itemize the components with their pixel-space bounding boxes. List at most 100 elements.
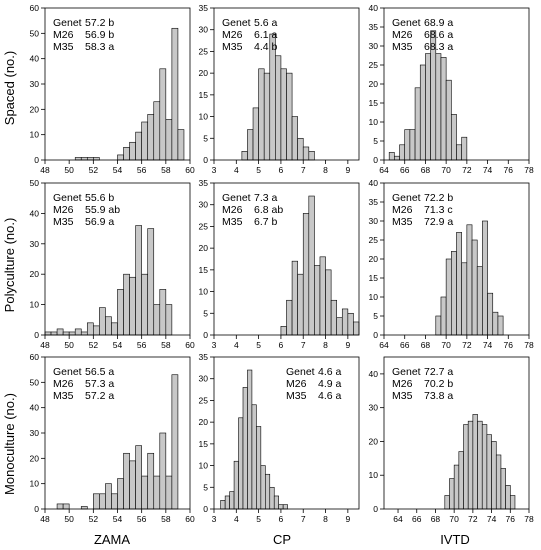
col-label-zama: ZAMA xyxy=(94,532,130,547)
annotation-line: M35 73.8 a xyxy=(392,390,453,402)
annotation-value: 72.9 a xyxy=(424,216,453,228)
y-tick-label: 60 xyxy=(30,3,40,13)
histogram-bar xyxy=(492,311,499,336)
annotation-line: M26 57.3 a xyxy=(53,378,114,390)
y-tick-label: 30 xyxy=(30,428,40,438)
plot-frame xyxy=(213,182,360,336)
histogram-bar xyxy=(482,220,488,336)
x-tick-label: 56 xyxy=(137,165,147,175)
y-tick-label: 0 xyxy=(203,504,208,514)
histogram-bar xyxy=(258,68,265,161)
x-tick-label: 76 xyxy=(504,165,514,175)
annotation-value: 5.6 a xyxy=(254,17,278,29)
histogram-bar xyxy=(99,307,106,336)
histogram-bar xyxy=(129,141,136,161)
histogram-bar xyxy=(425,53,431,161)
histogram-bar xyxy=(256,426,262,510)
x-tick-label: 3 xyxy=(212,514,217,524)
y-tick-label: 0 xyxy=(373,504,378,514)
annotation-value: 6.1 a xyxy=(254,29,278,41)
x-tick-label: 6 xyxy=(279,340,284,350)
histogram-bar xyxy=(491,441,497,510)
row-label-spaced: Spaced (no.) xyxy=(2,51,17,125)
histogram-bar xyxy=(242,387,248,510)
histogram-bar xyxy=(440,296,447,336)
histogram-bar xyxy=(471,239,478,336)
y-tick-label: 40 xyxy=(30,403,40,413)
annotation-value: 6.8 ab xyxy=(254,204,283,216)
annotation-line: M26 70.2 b xyxy=(392,378,453,390)
x-tick-label: 50 xyxy=(64,340,74,350)
histogram-bar xyxy=(220,500,226,510)
annotation-value: 71.3 c xyxy=(424,204,453,216)
y-tick-label: 0 xyxy=(34,504,39,514)
x-tick-label: 4 xyxy=(234,165,239,175)
annotation-label: M35 xyxy=(286,390,307,402)
histogram-bar xyxy=(278,504,284,510)
annotation-line: M26 6.8 ab xyxy=(222,204,283,216)
annotation-label: M26 xyxy=(53,204,74,216)
histogram-bar xyxy=(247,129,254,161)
histogram-bar xyxy=(463,424,469,510)
x-tick-label: 58 xyxy=(161,165,171,175)
histogram-bar xyxy=(269,486,275,510)
histogram-bar xyxy=(509,495,516,510)
annotation-line: Genet 57.2 b xyxy=(53,17,114,29)
y-tick-label: 30 xyxy=(199,25,209,35)
histogram-bar xyxy=(445,79,452,161)
y-tick-label: 20 xyxy=(30,453,40,463)
x-tick-label: 54 xyxy=(113,165,123,175)
annotation-value: 4.4 b xyxy=(254,41,278,53)
histogram-bar xyxy=(74,328,82,336)
x-tick-label: 6 xyxy=(279,165,284,175)
row-label-polyculture: Polyculture (no.) xyxy=(2,218,17,313)
annotation-label: M26 xyxy=(392,204,413,216)
histogram-bar xyxy=(461,262,468,336)
annotation-label: Genet xyxy=(53,17,82,29)
y-tick-label: 15 xyxy=(199,265,209,275)
x-tick-label: 9 xyxy=(345,165,350,175)
histogram-bar xyxy=(117,154,124,161)
annotation-label: M26 xyxy=(392,29,413,41)
x-tick-label: 78 xyxy=(524,165,534,175)
y-tick-label: 10 xyxy=(369,117,379,127)
x-tick-label: 74 xyxy=(487,514,497,524)
histogram-bar xyxy=(68,331,76,336)
annotation-label: M26 xyxy=(392,378,413,390)
histogram-bar xyxy=(286,299,293,336)
x-tick-label: 68 xyxy=(421,340,431,350)
x-tick-label: 72 xyxy=(462,340,472,350)
annotation-value: 4.9 a xyxy=(318,378,342,390)
y-tick-label: 30 xyxy=(369,403,379,413)
annotation-line: M35 56.9 a xyxy=(53,216,114,228)
annotation-label: Genet xyxy=(392,17,421,29)
histogram-bar xyxy=(56,328,64,336)
histogram-bar xyxy=(111,493,118,510)
x-tick-label: 58 xyxy=(161,340,171,350)
y-tick-label: 10 xyxy=(369,292,379,302)
annotation-label: M35 xyxy=(53,390,74,402)
annotation-line: M35 68.3 a xyxy=(392,41,453,53)
y-tick-label: 5 xyxy=(373,136,378,146)
y-tick-label: 30 xyxy=(30,239,40,249)
y-tick-label: 10 xyxy=(30,479,40,489)
histogram-panel-r1-c2: 0 5 10 15 20 25 30 35 40 64 66 68 70 72 74 76 78 Genet 72.… xyxy=(369,178,534,350)
y-tick-label: 10 xyxy=(199,112,209,122)
histogram-bar xyxy=(435,315,442,336)
annotation-line: M35 4.6 a xyxy=(286,390,342,402)
histogram-bar xyxy=(280,326,287,336)
y-tick-label: 10 xyxy=(199,461,209,471)
x-tick-label: 70 xyxy=(441,165,451,175)
y-tick-label: 25 xyxy=(369,235,379,245)
y-tick-label: 10 xyxy=(369,470,379,480)
histogram-bar xyxy=(123,452,130,510)
y-tick-label: 0 xyxy=(373,330,378,340)
histogram-bar xyxy=(233,460,239,510)
histogram-bar xyxy=(453,464,460,510)
y-tick-label: 40 xyxy=(30,54,40,64)
histogram-bar xyxy=(275,55,282,161)
y-tick-label: 50 xyxy=(30,178,40,188)
histogram-bar xyxy=(319,256,326,336)
